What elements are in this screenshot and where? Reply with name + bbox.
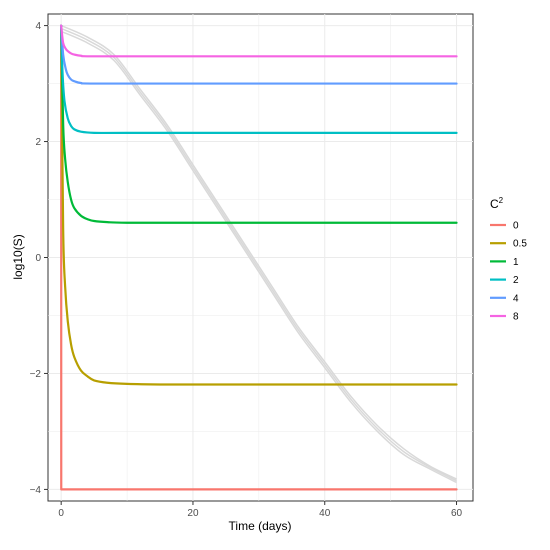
series-line-2	[60, 24, 458, 135]
legend-label-2: 2	[513, 275, 519, 286]
legend-label-0: 0	[513, 221, 519, 232]
series-line-0-5	[60, 24, 458, 386]
y-tick-label: 4	[35, 21, 41, 32]
x-tick-label: 40	[319, 508, 331, 519]
background-curve-1	[60, 24, 457, 480]
background-curve-2	[60, 27, 457, 482]
y-tick-label: −4	[30, 485, 42, 496]
y-axis: −4 −2 0 2 4	[30, 21, 48, 496]
series-line-1	[60, 24, 458, 224]
x-axis-label: Time (days)	[229, 519, 292, 533]
x-tick-label: 60	[451, 508, 463, 519]
legend-label-8: 8	[513, 312, 519, 323]
y-tick-label: 2	[35, 137, 41, 148]
legend-title: C2	[490, 196, 504, 211]
x-tick-label: 0	[58, 508, 64, 519]
legend: C2 0 0.5 1 2 4 8	[490, 196, 527, 323]
x-tick-label: 20	[187, 508, 199, 519]
series-line-0	[60, 24, 458, 491]
legend-label-1: 1	[513, 257, 519, 268]
y-tick-label: −2	[30, 369, 42, 380]
x-axis: 0 20 40 60	[58, 501, 463, 519]
series-lines	[60, 24, 458, 491]
legend-label-4: 4	[513, 293, 519, 304]
background-curves	[60, 24, 457, 484]
background-curve-3	[60, 30, 457, 484]
series-line-4	[60, 24, 458, 85]
legend-label-0-5: 0.5	[513, 239, 527, 250]
series-line-8	[60, 24, 458, 58]
y-axis-label: log10(S)	[11, 234, 25, 279]
y-tick-label: 0	[35, 253, 41, 264]
